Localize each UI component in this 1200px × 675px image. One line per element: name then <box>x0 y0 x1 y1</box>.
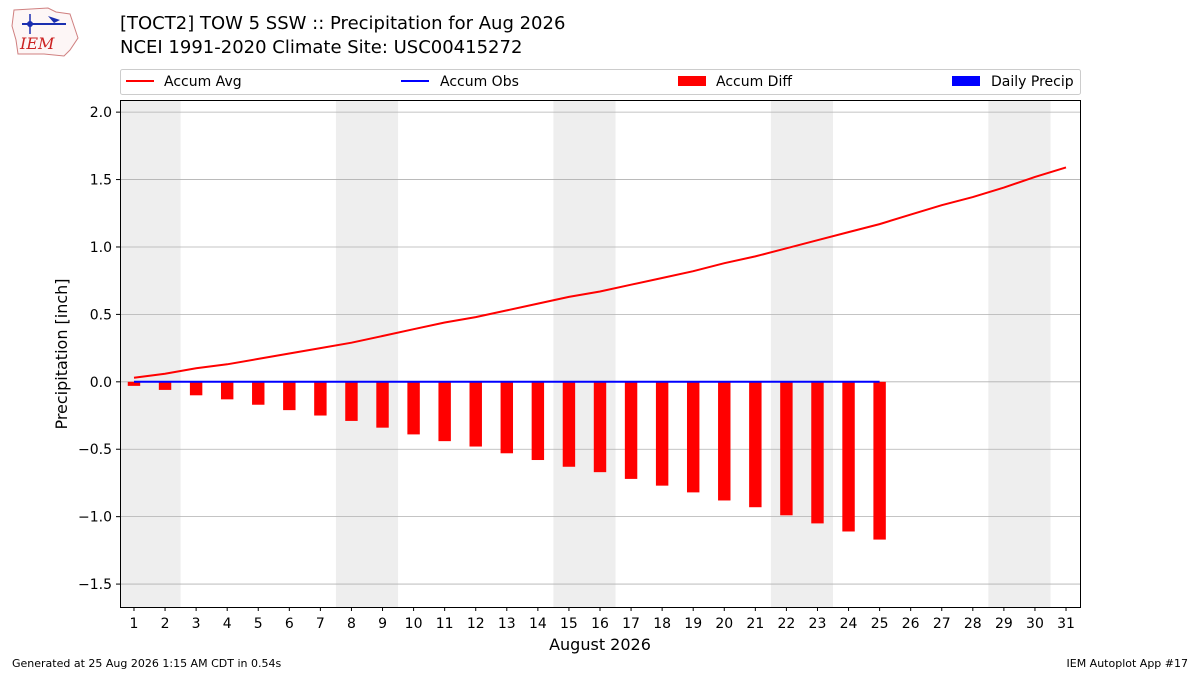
accum-diff-bar <box>562 381 576 467</box>
legend-item-accum-avg: Accum Avg <box>126 74 242 90</box>
x-tick-label: 6 <box>285 616 294 632</box>
weekend-shade <box>988 100 1051 607</box>
grid-lines <box>120 111 1080 585</box>
x-axis-ticks: 1 2 3 4 5 6 7 8 9 10 11 12 13 14 15 16 17 18 19 20 21 22 23 24 2… <box>130 607 1075 632</box>
x-tick-label: 29 <box>995 616 1013 632</box>
y-tick-label: 0.5 <box>90 307 112 323</box>
weekend-shading <box>120 100 1051 607</box>
series-lines <box>133 166 1067 383</box>
x-tick-label: 30 <box>1026 616 1044 632</box>
x-tick-label: 23 <box>809 616 827 632</box>
accum-diff-bar <box>780 381 793 516</box>
accum-diff-bar <box>873 381 886 540</box>
legend-label-accum-diff: Accum Diff <box>716 74 792 90</box>
x-tick-label: 24 <box>840 616 858 632</box>
x-tick-label: 26 <box>902 616 920 632</box>
accum-diff-bar <box>718 381 731 501</box>
accum-diff-bar <box>686 381 700 493</box>
accum-diff-bar <box>345 381 358 421</box>
accum-diff-bar <box>283 381 296 411</box>
accum-diff-bar <box>500 381 514 454</box>
y-tick-label: 2.0 <box>90 105 112 121</box>
x-tick-label: 12 <box>467 616 485 632</box>
y-tick-label: 0.0 <box>90 375 112 391</box>
y-axis-label: Precipitation [inch] <box>52 278 71 429</box>
accum-diff-bar <box>749 381 762 508</box>
generated-timestamp: Generated at 25 Aug 2026 1:15 AM CDT in … <box>12 657 282 670</box>
y-axis-ticks: −1.5 −1.0 −0.5 0.0 0.5 1.0 1.5 2.0 <box>78 105 120 593</box>
legend: Accum Avg Accum Obs Accum Diff Daily Pre… <box>120 69 1081 95</box>
x-tick-label: 27 <box>933 616 951 632</box>
x-tick-label: 17 <box>622 616 640 632</box>
iem-logo: IEM <box>11 7 79 57</box>
logo-text: IEM <box>19 34 55 53</box>
legend-item-daily-precip: Daily Precip <box>952 74 1074 90</box>
y-tick-label: −0.5 <box>78 442 112 458</box>
chart-subtitle: NCEI 1991-2020 Climate Site: USC00415272 <box>120 37 523 58</box>
x-tick-label: 5 <box>254 616 263 632</box>
accum-avg-line <box>133 166 1067 379</box>
chart-title: [TOCT2] TOW 5 SSW :: Precipitation for A… <box>120 13 566 34</box>
accum-diff-bar <box>655 381 669 486</box>
accum-diff-bar <box>593 381 607 473</box>
weekend-shade <box>335 100 399 607</box>
x-tick-label: 18 <box>653 616 671 632</box>
accum-diff-bar <box>842 381 855 532</box>
x-tick-label: 14 <box>529 616 547 632</box>
x-tick-label: 9 <box>378 616 387 632</box>
y-tick-label: 1.0 <box>90 240 112 256</box>
x-tick-label: 16 <box>591 616 609 632</box>
accum-diff-bar <box>252 381 265 405</box>
x-tick-label: 25 <box>871 616 889 632</box>
accum-diff-bar <box>158 381 172 390</box>
x-tick-label: 4 <box>223 616 232 632</box>
accum-diff-bar <box>531 381 545 461</box>
y-tick-label: 1.5 <box>90 173 112 189</box>
legend-item-accum-diff: Accum Diff <box>678 74 792 90</box>
x-tick-label: 1 <box>130 616 139 632</box>
x-tick-label: 3 <box>192 616 201 632</box>
accum-diff-bars <box>127 381 886 540</box>
accum-diff-bar <box>407 381 420 435</box>
y-tick-label: −1.5 <box>78 577 112 593</box>
weekend-shade <box>553 100 616 607</box>
legend-label-accum-avg: Accum Avg <box>164 74 242 90</box>
accum-diff-bar <box>469 381 482 447</box>
accum-diff-bar <box>376 381 389 428</box>
x-tick-label: 2 <box>161 616 170 632</box>
accum-diff-bar <box>220 381 234 400</box>
x-tick-label: 22 <box>777 616 795 632</box>
x-tick-label: 15 <box>560 616 578 632</box>
accum-diff-bar <box>189 381 203 396</box>
weekend-shade <box>770 100 834 607</box>
accum-diff-bar <box>624 381 638 479</box>
x-tick-label: 8 <box>347 616 356 632</box>
x-tick-label: 13 <box>498 616 516 632</box>
legend-label-daily-precip: Daily Precip <box>991 74 1074 90</box>
accum-diff-bar <box>127 381 141 386</box>
x-tick-label: 10 <box>405 616 423 632</box>
x-tick-label: 11 <box>436 616 454 632</box>
accum-diff-bar <box>438 381 451 442</box>
legend-frame <box>120 69 1081 95</box>
y-tick-label: −1.0 <box>78 510 112 526</box>
legend-label-accum-obs: Accum Obs <box>440 74 519 90</box>
accum-diff-bar <box>811 381 824 524</box>
app-label: IEM Autoplot App #17 <box>1066 657 1189 670</box>
x-axis-label: August 2026 <box>549 635 651 654</box>
weekend-shade <box>120 100 181 607</box>
x-tick-label: 19 <box>684 616 702 632</box>
accum-diff-bar <box>314 381 327 416</box>
x-tick-label: 20 <box>715 616 733 632</box>
legend-item-accum-obs: Accum Obs <box>401 74 519 90</box>
x-tick-label: 7 <box>316 616 325 632</box>
x-tick-label: 21 <box>746 616 764 632</box>
x-tick-label: 31 <box>1057 616 1075 632</box>
x-tick-label: 28 <box>964 616 982 632</box>
